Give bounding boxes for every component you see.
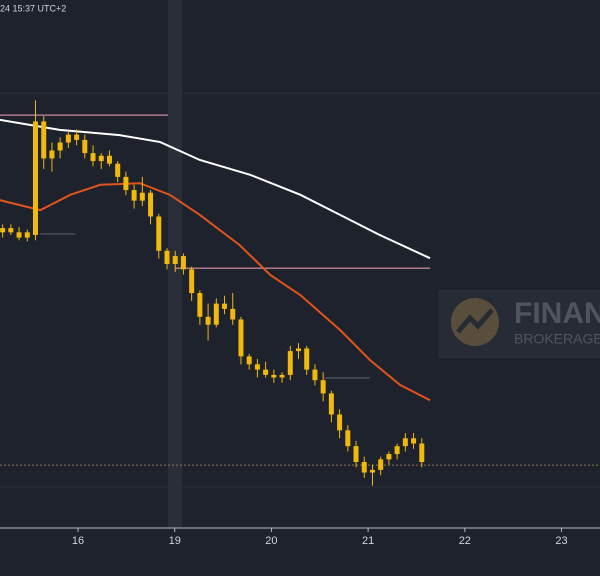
- candle-body: [115, 163, 121, 177]
- candle-body: [296, 348, 302, 352]
- x-tick-label: 19: [169, 535, 181, 547]
- candle-body: [222, 303, 228, 309]
- x-tick-label: 23: [555, 535, 567, 547]
- candle-body: [411, 438, 417, 444]
- candle-body: [123, 176, 129, 191]
- x-tick-label: 22: [459, 535, 471, 547]
- watermark-logo-mark: [456, 308, 494, 334]
- watermark-title: FINAN: [514, 297, 600, 330]
- candle-body: [353, 446, 359, 462]
- candle-body: [419, 443, 425, 462]
- candle-body: [402, 438, 408, 447]
- x-tick-label: 21: [362, 535, 374, 547]
- candle-body: [8, 228, 14, 233]
- candle-body: [172, 256, 178, 264]
- x-tick-label: 20: [265, 535, 277, 547]
- candle-body: [57, 142, 63, 151]
- moving-average: [0, 118, 431, 260]
- candle-body: [32, 121, 38, 235]
- header-text: 24 15:37 UTC+2: [0, 3, 66, 13]
- watermark-subtitle: BROKERAGE: [514, 331, 600, 347]
- candle-body: [345, 430, 351, 447]
- candle-body: [65, 134, 71, 143]
- candle-body: [24, 232, 30, 238]
- candle-body: [139, 192, 145, 201]
- candle-body: [394, 446, 400, 455]
- candle-body: [230, 308, 236, 320]
- candle-body: [386, 454, 392, 460]
- candle-body: [246, 356, 252, 365]
- candle-body: [0, 228, 6, 233]
- moving-average: [0, 182, 431, 402]
- candle-body: [279, 374, 285, 378]
- candle-body: [164, 250, 170, 264]
- candle-body: [271, 374, 277, 378]
- candle-body: [238, 319, 244, 357]
- candle-body: [148, 192, 154, 217]
- candle-body: [337, 414, 343, 431]
- candle-body: [361, 462, 367, 473]
- candle-body: [82, 139, 88, 154]
- candle-body: [189, 269, 195, 294]
- candle-body: [74, 134, 80, 140]
- candle-body: [213, 303, 219, 325]
- candle-body: [41, 121, 47, 159]
- candle-body: [378, 459, 384, 470]
- candle-body: [304, 348, 310, 370]
- candle-body: [312, 369, 318, 381]
- candle-body: [287, 351, 293, 375]
- candle-body: [263, 369, 269, 375]
- candle-body: [320, 380, 326, 394]
- watermark: FINAN BROKERAGE: [438, 290, 600, 358]
- candle-body: [369, 469, 375, 473]
- candle-body: [16, 232, 22, 238]
- candle-body: [328, 393, 334, 415]
- candle-body: [180, 256, 186, 270]
- candle-body: [49, 150, 55, 159]
- candle-body: [156, 216, 162, 251]
- candle-body: [106, 155, 112, 164]
- candle-body: [197, 293, 203, 317]
- x-tick-label: 16: [72, 535, 84, 547]
- candle-body: [90, 153, 96, 162]
- candle-body: [98, 155, 104, 162]
- candle-body: [131, 190, 137, 201]
- candle-body: [205, 316, 211, 325]
- candle-body: [254, 364, 260, 370]
